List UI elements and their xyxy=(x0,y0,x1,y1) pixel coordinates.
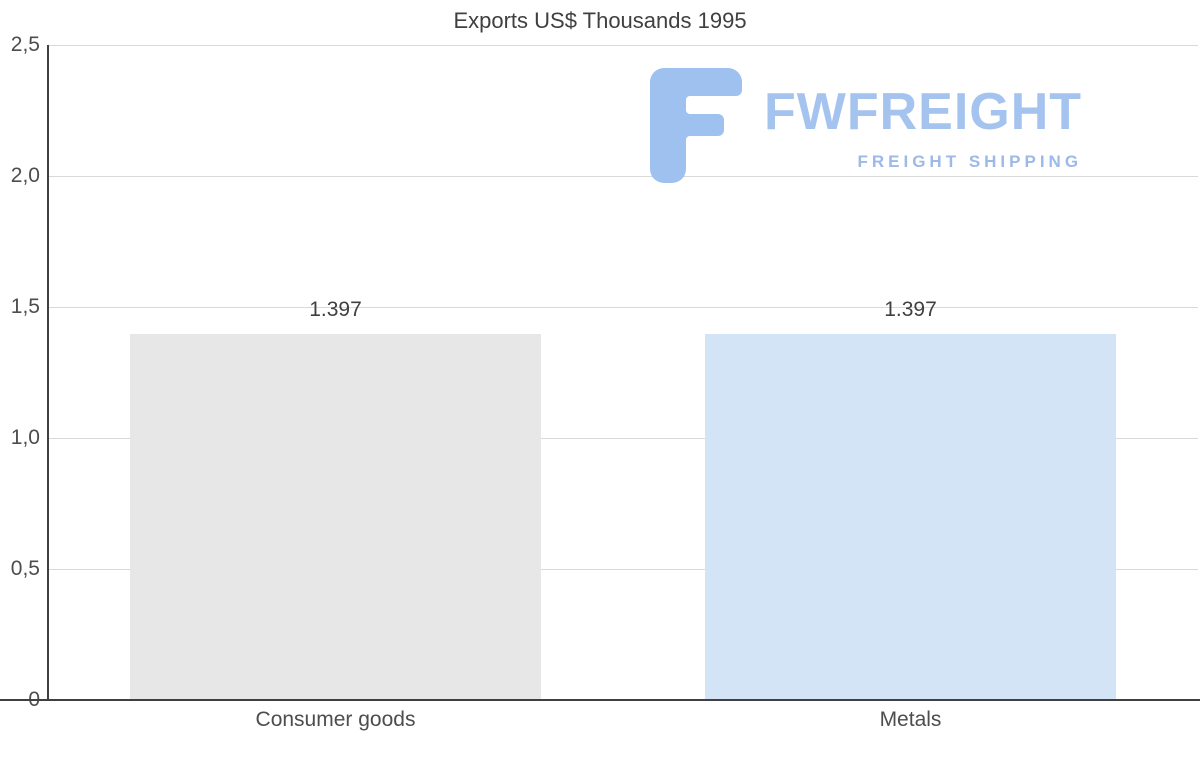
x-category-label: Consumer goods xyxy=(255,708,416,731)
plot-area xyxy=(48,45,1198,700)
bar-metals xyxy=(705,334,1116,700)
gridline xyxy=(48,569,1198,570)
bar-value-label: 1.397 xyxy=(309,297,362,321)
y-tick-label: 2,5 xyxy=(10,33,40,56)
y-tick-label: 0,5 xyxy=(10,557,40,580)
bar-consumer-goods xyxy=(130,334,541,700)
brand-watermark: FWFREIGHT FREIGHT SHIPPING xyxy=(650,68,1082,183)
x-category-label: Metals xyxy=(879,708,942,731)
gridline xyxy=(48,45,1198,46)
gridline xyxy=(48,438,1198,439)
x-axis-line xyxy=(0,699,1200,701)
chart-title: Exports US$ Thousands 1995 xyxy=(453,8,747,33)
gridline xyxy=(48,307,1198,308)
fwfreight-f-logo-icon xyxy=(650,68,742,183)
y-tick-label: 2,0 xyxy=(10,164,40,187)
bar-value-label: 1.397 xyxy=(884,297,937,321)
gridline xyxy=(48,176,1198,177)
brand-name: FWFREIGHT xyxy=(764,83,1083,141)
y-tick-label: 1,5 xyxy=(10,295,40,318)
brand-tagline: FREIGHT SHIPPING xyxy=(857,152,1083,171)
y-tick-label: 1,0 xyxy=(10,426,40,449)
y-axis-line xyxy=(47,45,49,701)
brand-text-block: FWFREIGHT FREIGHT SHIPPING xyxy=(764,68,1082,172)
